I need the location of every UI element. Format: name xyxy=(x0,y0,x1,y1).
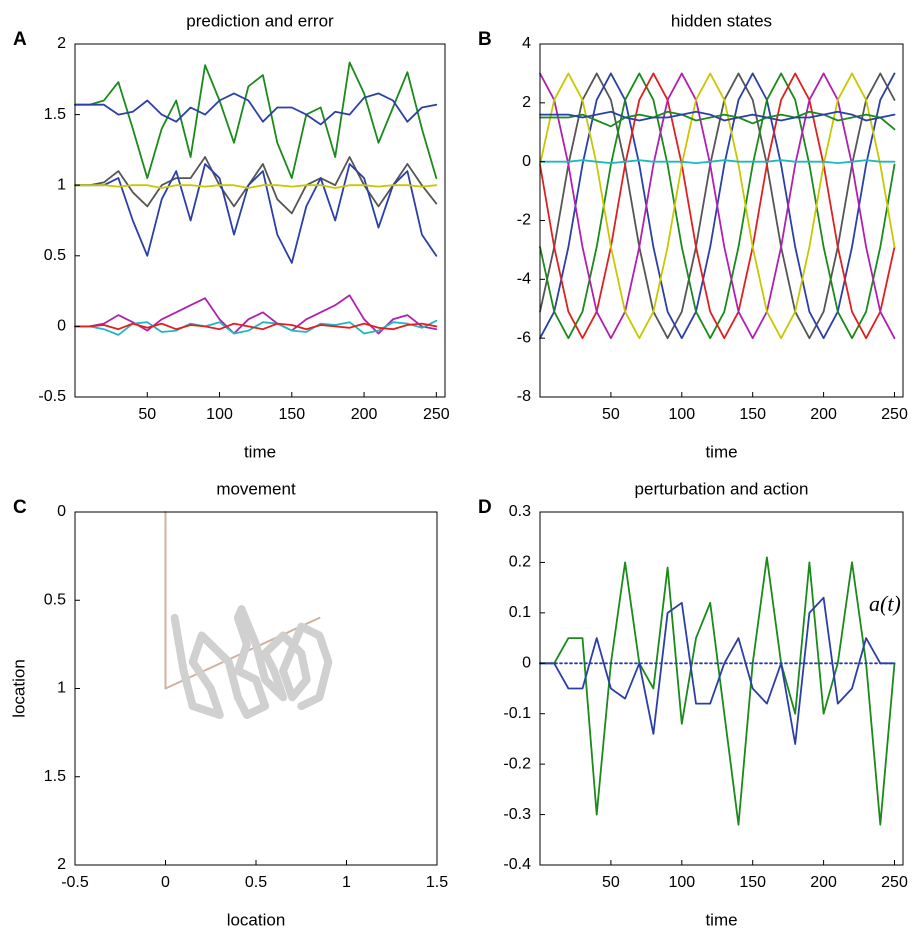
x-tick-label: 50 xyxy=(602,874,620,891)
x-tick-label: 200 xyxy=(351,406,378,423)
x-axis-label: location xyxy=(227,910,286,929)
x-tick-label: 200 xyxy=(810,874,837,891)
y-tick-label: -6 xyxy=(517,329,531,346)
chart-title: perturbation and action xyxy=(635,479,809,498)
panel-label: A xyxy=(13,29,27,50)
y-tick-label: 2 xyxy=(522,94,531,111)
series-line xyxy=(74,156,438,215)
y-tick-label: 0 xyxy=(522,153,531,170)
x-tick-label: 1.5 xyxy=(426,874,448,891)
y-tick-label: 2 xyxy=(57,35,66,52)
x-tick-label: 50 xyxy=(138,406,156,423)
series-line xyxy=(74,184,438,189)
plot-background xyxy=(75,44,445,397)
series-line xyxy=(539,72,896,340)
chart-title: prediction and error xyxy=(186,11,334,30)
annotation: a(t) xyxy=(869,591,901,616)
x-tick-label: 250 xyxy=(423,406,450,423)
series-line xyxy=(539,596,896,745)
chart-title: movement xyxy=(216,479,296,498)
y-tick-label: 0.5 xyxy=(44,591,66,608)
y-tick-label: 0.1 xyxy=(509,604,531,621)
plot-background xyxy=(540,44,903,397)
series-line xyxy=(74,322,438,331)
y-tick-label: -0.1 xyxy=(503,705,531,722)
series-line xyxy=(74,92,438,126)
y-tick-label: 0.2 xyxy=(509,554,531,571)
x-tick-label: 50 xyxy=(602,406,620,423)
series-line xyxy=(539,110,896,131)
x-axis-label: time xyxy=(705,910,737,929)
panel-label: D xyxy=(478,497,492,518)
y-tick-label: 0.5 xyxy=(44,247,66,264)
x-tick-label: 0 xyxy=(161,874,170,891)
y-tick-label: 1 xyxy=(57,680,66,697)
y-tick-label: 4 xyxy=(522,35,531,52)
y-tick-label: 0.3 xyxy=(509,503,531,520)
x-tick-label: 0.5 xyxy=(245,874,267,891)
y-tick-label: -0.2 xyxy=(503,755,531,772)
series-line xyxy=(164,511,321,690)
y-axis-label: location xyxy=(9,659,28,718)
x-tick-label: 150 xyxy=(739,406,766,423)
series-line xyxy=(539,72,896,340)
series-line xyxy=(539,72,896,340)
y-tick-label: -0.4 xyxy=(503,856,531,873)
panel-label: B xyxy=(478,29,492,50)
panel-label: C xyxy=(13,497,27,518)
series-line xyxy=(539,72,896,340)
x-tick-label: -0.5 xyxy=(61,874,89,891)
y-tick-label: -0.3 xyxy=(503,806,531,823)
series-line xyxy=(539,110,896,122)
y-tick-label: 0 xyxy=(522,655,531,672)
y-tick-label: -2 xyxy=(517,212,531,229)
series-line xyxy=(74,61,438,179)
y-tick-label: 1 xyxy=(57,176,66,193)
y-tick-label: -8 xyxy=(517,388,531,405)
x-tick-label: 200 xyxy=(810,406,837,423)
axes-box xyxy=(539,511,904,866)
axes-box xyxy=(74,43,446,398)
x-tick-label: 100 xyxy=(668,874,695,891)
y-tick-label: 0 xyxy=(57,503,66,520)
y-tick-label: -4 xyxy=(517,271,531,288)
series-line xyxy=(74,163,438,264)
x-axis-label: time xyxy=(705,442,737,461)
chart-title: hidden states xyxy=(671,11,772,30)
x-tick-label: 150 xyxy=(278,406,305,423)
series-line xyxy=(539,556,896,826)
x-tick-label: 250 xyxy=(881,874,908,891)
x-axis-label: time xyxy=(244,442,276,461)
x-tick-label: 100 xyxy=(206,406,233,423)
series-line xyxy=(539,159,896,164)
y-tick-label: 1.5 xyxy=(44,768,66,785)
y-tick-label: -0.5 xyxy=(38,388,66,405)
y-tick-label: 0 xyxy=(57,318,66,335)
x-tick-label: 250 xyxy=(881,406,908,423)
x-tick-label: 150 xyxy=(739,874,766,891)
y-tick-label: 2 xyxy=(57,856,66,873)
x-tick-label: 100 xyxy=(668,406,695,423)
y-tick-label: 1.5 xyxy=(44,106,66,123)
x-tick-label: 1 xyxy=(342,874,351,891)
series-line xyxy=(170,605,333,719)
